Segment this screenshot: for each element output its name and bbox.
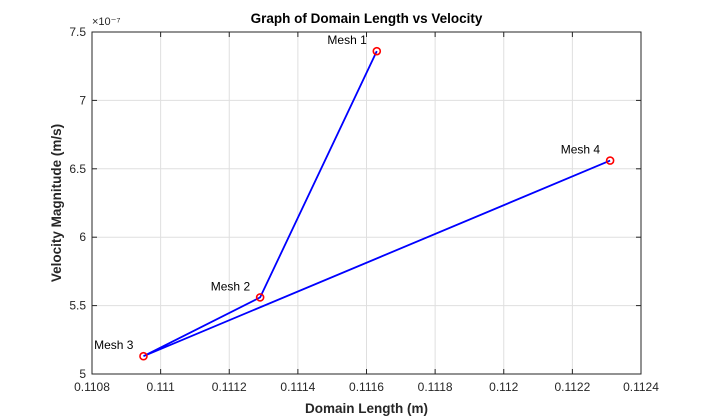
labels: Graph of Domain Length vs Velocity Domai… [49, 11, 483, 416]
y-tick-label: 7.5 [69, 25, 86, 39]
data-point-marker [255, 293, 265, 302]
y-axis-label: Velocity Magnitude (m/s) [49, 124, 64, 282]
x-tick-label: 0.1112 [212, 380, 247, 394]
y-axis-exponent: ×10⁻⁷ [92, 16, 120, 28]
chart-title: Graph of Domain Length vs Velocity [251, 11, 483, 26]
data-point-marker [372, 46, 382, 56]
x-tick-label: 0.1118 [418, 380, 453, 394]
x-tick-label: 0.1114 [280, 380, 315, 394]
data-point-label: Mesh 3 [94, 338, 134, 352]
y-tick-label: 5 [79, 367, 86, 381]
data-point-label: Mesh 2 [211, 279, 251, 293]
x-tick-label: 0.1116 [349, 380, 384, 394]
x-tick-label: 0.112 [489, 380, 518, 394]
y-tick-label: 7 [79, 93, 86, 107]
y-tick-label: 5.5 [69, 299, 86, 313]
x-tick-label: 0.111 [147, 380, 176, 394]
data-point-label: Mesh 1 [327, 33, 367, 47]
series-layer: Mesh 1 Mesh 2 Mesh 3 Mesh 4 [94, 33, 615, 361]
data-point-marker [139, 351, 148, 361]
x-tick-label: 0.1122 [554, 380, 590, 394]
grid [91, 31, 642, 375]
axes: 0.1108 0.111 0.1112 0.1114 0.1116 0.1118 0.112… [69, 25, 659, 394]
data-point-label: Mesh 4 [561, 143, 601, 157]
y-tick-label: 6 [79, 230, 86, 244]
x-axis-label: Domain Length (m) [305, 401, 428, 416]
x-tick-label: 0.1108 [74, 380, 110, 394]
y-tick-label: 6.5 [69, 162, 86, 176]
x-tick-label: 0.1124 [623, 380, 659, 394]
data-point-marker [605, 156, 615, 165]
series-line [143, 50, 611, 358]
